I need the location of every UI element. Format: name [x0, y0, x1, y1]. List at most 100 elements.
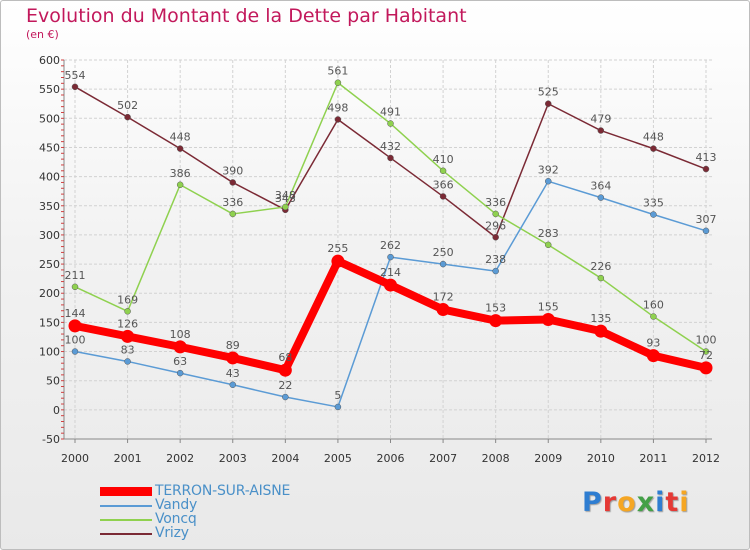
- data-label-vandy: 364: [590, 180, 611, 193]
- data-point-voncq: [597, 274, 605, 282]
- data-point-vandy: [71, 348, 79, 355]
- y-tick-label: 100: [39, 346, 60, 359]
- data-point-vandy: [124, 358, 131, 365]
- data-point-voncq: [71, 283, 79, 291]
- y-tick-label: 300: [39, 229, 60, 242]
- data-point-terron-sur-aisne: [173, 340, 187, 354]
- data-point-voncq: [650, 313, 657, 320]
- data-point-voncq: [387, 120, 394, 127]
- data-label-terron-sur-aisne: 89: [226, 339, 240, 352]
- y-tick-label: 400: [39, 171, 60, 184]
- data-point-vandy: [387, 253, 394, 261]
- x-tick-label: 2001: [114, 452, 142, 465]
- legend-swatch-vrizy: [100, 533, 152, 535]
- legend-label-terron: TERRON-SUR-AISNE: [155, 483, 291, 499]
- data-label-vandy: 307: [696, 213, 717, 226]
- y-tick-label: 50: [46, 375, 60, 388]
- legend-label-vandy: Vandy: [155, 497, 198, 513]
- data-point-terron-sur-aisne: [541, 312, 555, 326]
- y-axis-ticks: -50 0 50 100 150 200 250 300 350 400 450 500 550 600: [39, 54, 60, 446]
- logo-letter: x: [636, 487, 656, 518]
- data-label-vandy: 250: [433, 246, 454, 259]
- data-point-vandy: [282, 393, 289, 401]
- data-labels: 554 502 448 390 343 498 432 366 296 525 479 448 413 2…: [65, 65, 717, 402]
- data-label-voncq: 336: [222, 196, 243, 209]
- x-tick-label: 2003: [219, 452, 247, 465]
- data-label-vandy: 262: [380, 239, 401, 252]
- data-point-voncq: [439, 167, 447, 175]
- x-tick-label: 2002: [166, 452, 194, 465]
- x-tick-label: 2011: [639, 452, 667, 465]
- logo-letter: o: [617, 487, 637, 518]
- data-label-vandy: 63: [173, 355, 187, 368]
- data-label-vrizy: 448: [643, 131, 664, 144]
- data-point-vrizy: [650, 145, 657, 152]
- logo-letter: i: [655, 487, 666, 518]
- legend-label-voncq: Voncq: [155, 511, 197, 527]
- data-point-vandy: [176, 369, 184, 377]
- data-label-vandy: 5: [334, 389, 341, 402]
- data-point-terron-sur-aisne: [121, 329, 135, 343]
- data-point-vandy: [229, 381, 236, 389]
- y-tick-label: 200: [39, 287, 60, 300]
- data-point-vrizy: [71, 83, 79, 91]
- chart-title: Evolution du Montant de la Dette par Hab…: [26, 5, 467, 27]
- data-point-terron-sur-aisne: [594, 324, 608, 338]
- data-label-terron-sur-aisne: 153: [485, 302, 506, 315]
- legend-swatch-vandy: [100, 505, 152, 507]
- data-label-vandy: 22: [278, 379, 292, 392]
- data-label-vrizy: 432: [380, 140, 401, 153]
- y-tick-label: 350: [39, 200, 60, 213]
- data-label-voncq: 160: [643, 299, 664, 312]
- data-label-voncq: 211: [65, 269, 86, 282]
- logo-letter: i: [679, 487, 690, 518]
- x-tick-label: 2009: [534, 452, 562, 465]
- legend-label-vrizy: Vrizy: [155, 525, 189, 541]
- data-point-terron-sur-aisne: [68, 319, 82, 333]
- data-label-terron-sur-aisne: 172: [433, 291, 454, 304]
- data-point-vandy: [439, 260, 447, 268]
- data-label-vandy: 392: [538, 163, 559, 176]
- logo-letter: t: [665, 487, 680, 518]
- data-label-terron-sur-aisne: 135: [590, 312, 611, 325]
- data-label-voncq: 561: [327, 65, 348, 78]
- data-label-terron-sur-aisne: 214: [380, 266, 401, 279]
- y-tick-label: 150: [39, 316, 60, 329]
- data-point-vrizy: [387, 154, 394, 162]
- data-point-vrizy: [492, 234, 499, 241]
- data-point-voncq: [545, 241, 552, 249]
- data-point-voncq: [282, 203, 289, 211]
- data-label-voncq: 386: [170, 167, 191, 180]
- legend-swatch-voncq: [100, 519, 152, 521]
- data-label-voncq: 283: [538, 227, 559, 240]
- data-label-voncq: 226: [590, 260, 611, 273]
- data-point-vrizy: [597, 127, 605, 134]
- data-point-terron-sur-aisne: [699, 361, 713, 375]
- data-point-terron-sur-aisne: [489, 314, 503, 328]
- y-tick-label: -50: [42, 433, 60, 446]
- data-point-vandy: [545, 178, 552, 185]
- x-tick-label: 2010: [587, 452, 615, 465]
- chart-unit-label: (en €): [26, 28, 59, 41]
- axes: [61, 59, 712, 443]
- data-point-vrizy: [334, 116, 342, 123]
- data-point-vrizy: [176, 145, 184, 152]
- data-point-vrizy: [229, 179, 236, 186]
- data-label-voncq: 336: [485, 196, 506, 209]
- data-label-voncq: 410: [433, 153, 454, 166]
- data-point-terron-sur-aisne: [384, 278, 397, 292]
- x-tick-label: 2005: [324, 452, 352, 465]
- data-point-terron-sur-aisne: [331, 254, 345, 268]
- x-axis-ticks: 2000 2001 2002 2003 2004 2005 2006 2007 2008 2009…: [61, 452, 720, 465]
- data-label-vrizy: 413: [696, 151, 717, 164]
- data-point-vrizy: [702, 165, 710, 173]
- x-tick-label: 2012: [692, 452, 720, 465]
- data-label-vandy: 43: [226, 367, 240, 380]
- logo-letter: r: [602, 487, 618, 518]
- data-label-vandy: 83: [121, 343, 135, 356]
- data-label-vrizy: 366: [433, 178, 454, 191]
- data-point-vrizy: [545, 100, 552, 107]
- data-label-vrizy: 390: [222, 164, 243, 177]
- data-point-voncq: [176, 181, 184, 189]
- data-point-terron-sur-aisne: [226, 351, 240, 365]
